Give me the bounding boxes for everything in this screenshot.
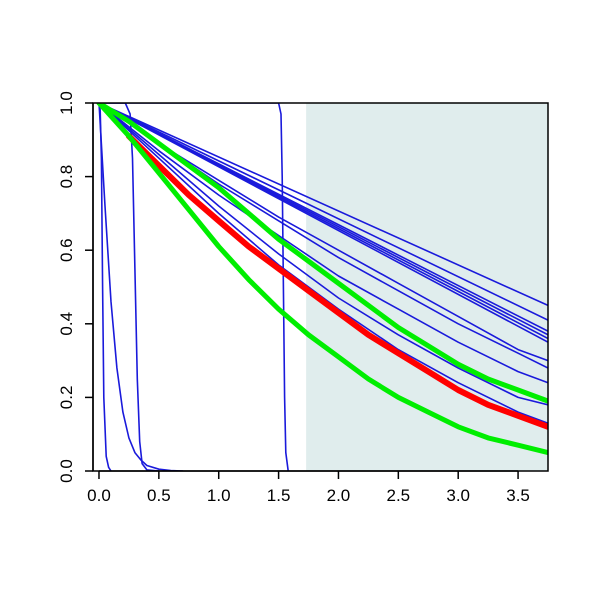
series-layer <box>96 103 548 471</box>
x-tick-label: 1.5 <box>267 486 291 505</box>
series-line-blue-14 <box>98 103 548 406</box>
y-tick-label: 0.4 <box>57 312 76 336</box>
plot-frame <box>92 102 549 472</box>
x-tick-label: 0.0 <box>87 486 111 505</box>
series-line-blue-10 <box>98 103 548 344</box>
x-tick-label: 0.5 <box>147 486 171 505</box>
x-tick-label: 1.0 <box>207 486 231 505</box>
series-line-green-18 <box>96 103 548 456</box>
series-line-blue-2 <box>98 103 184 471</box>
series-line-red-16 <box>125 133 548 430</box>
series-line-green-17 <box>96 103 548 404</box>
series-line-blue-4 <box>98 103 290 471</box>
x-tick-label: 3.0 <box>446 486 470 505</box>
plot-area <box>96 103 548 471</box>
series-line-blue-5 <box>98 103 548 307</box>
series-line-blue-6 <box>98 103 548 321</box>
x-tick-label: 2.0 <box>327 486 351 505</box>
series-line-blue-13 <box>98 103 548 384</box>
series-line-blue-3 <box>98 103 160 471</box>
y-tick-label: 0.6 <box>57 238 76 262</box>
y-tick-label: 0.2 <box>57 386 76 410</box>
y-tick-label: 0.0 <box>57 459 76 483</box>
x-tick-label: 2.5 <box>387 486 411 505</box>
y-tick-label: 1.0 <box>57 91 76 115</box>
x-tick-label: 3.5 <box>506 486 530 505</box>
y-tick-label: 0.8 <box>57 165 76 189</box>
